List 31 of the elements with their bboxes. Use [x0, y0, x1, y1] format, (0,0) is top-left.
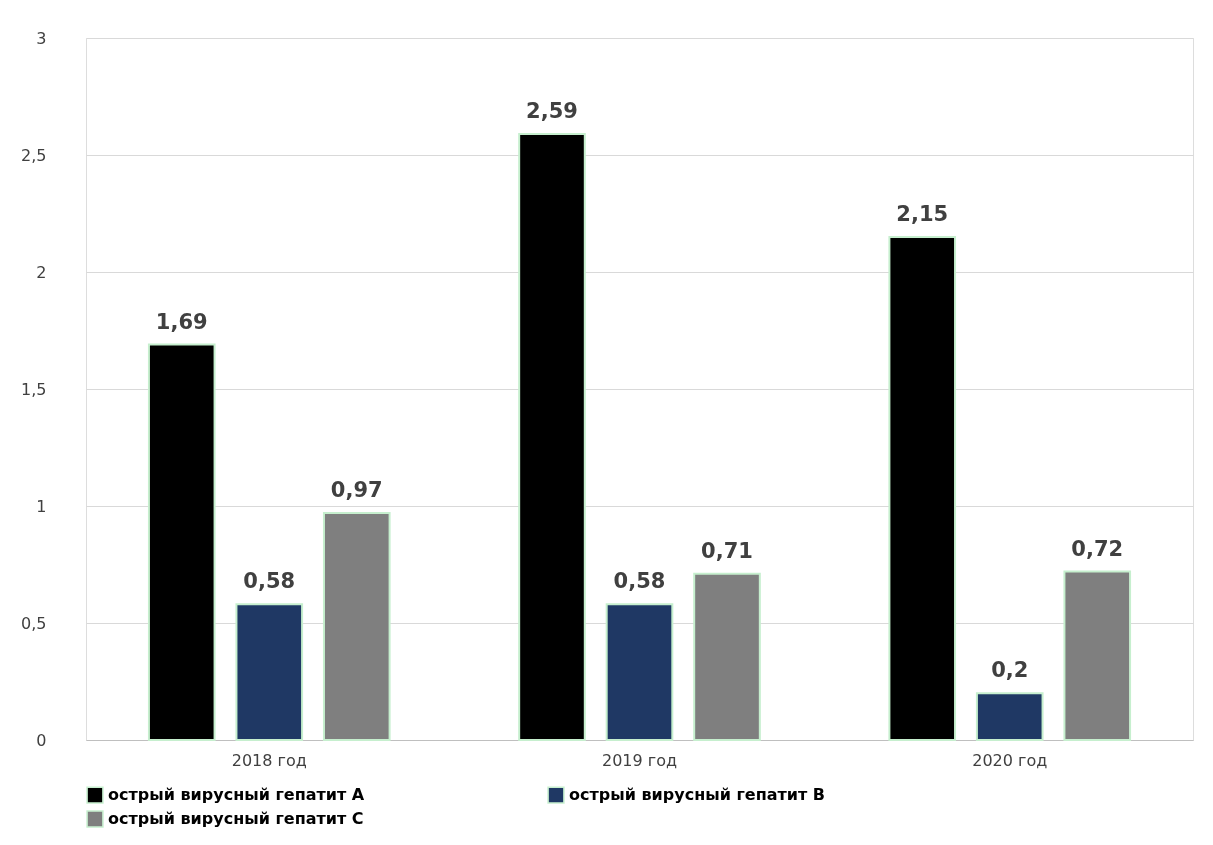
y-tick-label: 3	[36, 28, 47, 48]
bar	[888, 235, 957, 741]
data-label: 2,15	[896, 201, 949, 226]
y-tick-label: 2,5	[21, 145, 47, 165]
bar	[975, 692, 1044, 741]
bar	[518, 132, 586, 741]
data-label: 1,69	[155, 309, 208, 334]
data-label: 0,71	[701, 538, 753, 563]
x-tick-label: 2018 год	[231, 750, 307, 770]
y-tick-label: 0	[36, 730, 47, 750]
legend-label: острый вирусный гепатит A	[108, 785, 365, 805]
data-label: 2,59	[526, 98, 578, 123]
y-tick-label: 1	[36, 496, 47, 516]
legend-label: острый вирусный гепатит C	[108, 809, 364, 828]
data-label: 0,72	[1071, 536, 1124, 561]
data-label: 0,97	[330, 478, 383, 503]
bar	[605, 603, 674, 741]
x-tick-label: 2019 год	[601, 750, 678, 770]
bar	[322, 512, 391, 741]
bar	[147, 343, 216, 741]
y-tick-label: 2	[36, 262, 47, 282]
bar	[693, 572, 761, 741]
y-tick-label: 1,5	[21, 379, 47, 399]
data-label: 0,58	[613, 569, 666, 594]
data-label: 0,2	[991, 658, 1029, 683]
bar	[235, 603, 304, 741]
data-label: 0,58	[243, 569, 296, 594]
bar	[1063, 570, 1132, 741]
y-tick-label: 0,5	[21, 613, 47, 633]
legend-label: острый вирусный гепатит B	[569, 785, 826, 805]
x-tick-label: 2020 год	[972, 750, 1048, 770]
